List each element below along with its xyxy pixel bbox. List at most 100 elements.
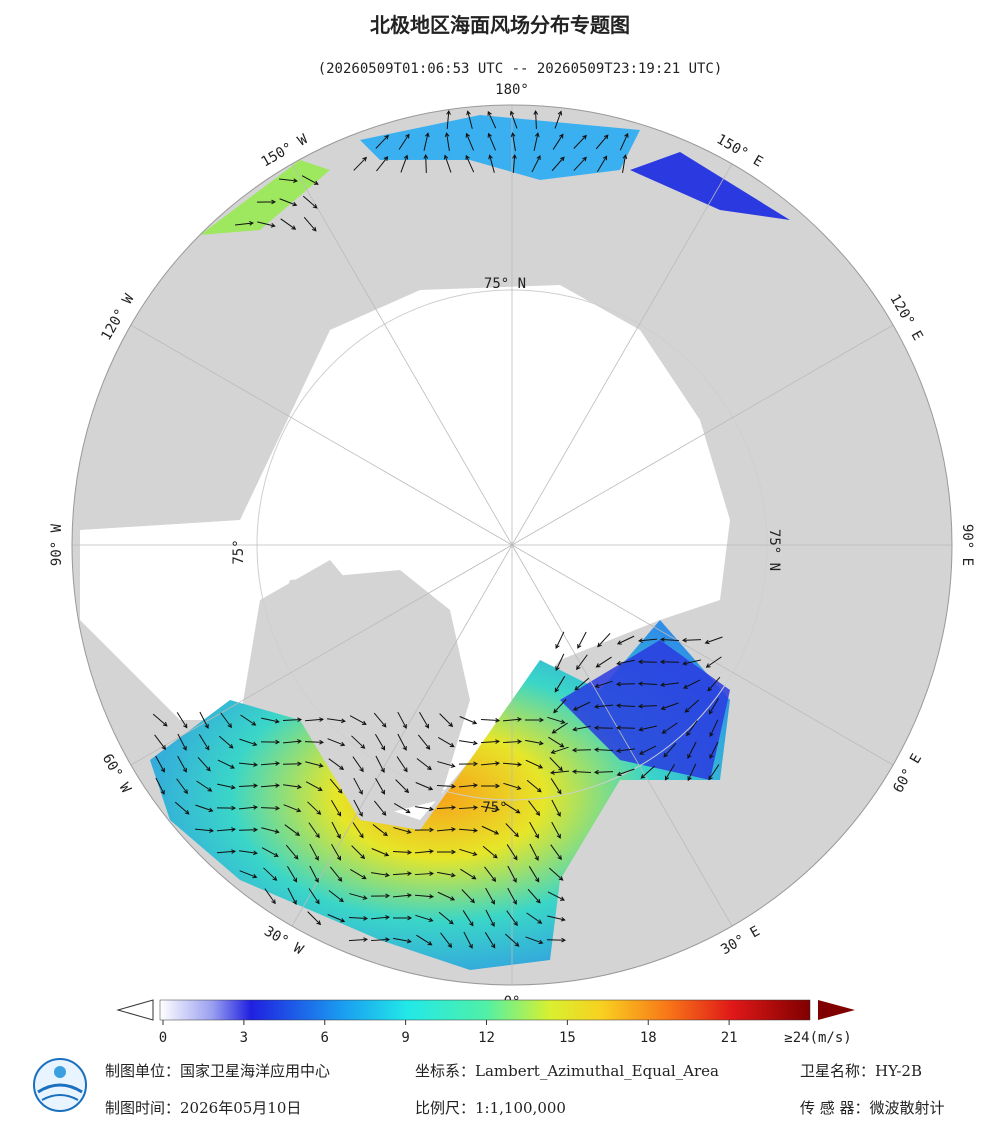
wind-arrow: [459, 740, 478, 746]
wind-arrow: [436, 827, 456, 832]
wind-arrow: [280, 218, 297, 230]
wind-arrow: [217, 759, 236, 769]
wind-arrow: [239, 738, 258, 747]
wind-arrow: [279, 198, 298, 207]
wind-arrow: [303, 216, 317, 232]
footer-item: 比例尺：1:1,100,000: [415, 1097, 566, 1118]
wind-arrow: [546, 937, 567, 943]
wind-arrow: [552, 133, 564, 150]
footer-label: 比例尺：: [415, 1099, 476, 1117]
wind-arrow: [349, 715, 367, 725]
wind-arrow: [328, 890, 344, 903]
colorbar-max-label: ≥24(m/s): [784, 1030, 851, 1046]
wind-arrow: [370, 915, 390, 920]
wind-arrow: [301, 175, 319, 185]
wind-arrow: [174, 801, 190, 815]
wind-arrow: [526, 912, 543, 924]
wind-arrow: [555, 653, 565, 672]
meridian: [130, 324, 513, 546]
colorbar-tick-label: 18: [640, 1030, 657, 1046]
wind-arrow: [502, 739, 523, 744]
footer-label: 坐标系：: [415, 1062, 476, 1080]
latitude-label: 75°: [482, 800, 507, 816]
wind-arrow: [352, 756, 364, 773]
meridian: [291, 163, 513, 546]
wind-arrow: [414, 849, 434, 854]
wind-arrow: [682, 659, 701, 666]
wind-arrow: [436, 783, 457, 789]
wind-arrow: [547, 915, 566, 922]
meridian: [511, 324, 894, 546]
meridian: [130, 544, 513, 766]
wind-arrow: [393, 802, 411, 814]
wind-arrow: [397, 711, 407, 729]
wind-arrow: [503, 782, 522, 790]
wind-arrow: [572, 725, 591, 732]
wind-arrow: [220, 712, 232, 729]
wind-arrow: [619, 132, 629, 151]
wind-arrow: [509, 110, 518, 129]
wind-arrow: [348, 937, 369, 942]
wind-arrow: [484, 866, 497, 882]
wind-arrow: [660, 702, 679, 711]
wind-arrow: [392, 915, 413, 921]
wind-arrow: [615, 681, 636, 687]
wind-arrow: [525, 936, 544, 945]
wind-arrow: [573, 134, 587, 149]
wind-arrow: [524, 717, 545, 723]
wind-arrow: [446, 109, 451, 130]
footer-value: 1:1,100,000: [475, 1099, 566, 1117]
wind-arrow: [287, 887, 297, 905]
wind-arrow: [376, 156, 389, 172]
wind-arrow: [637, 659, 658, 665]
wind-arrow: [529, 843, 539, 861]
wind-arrow: [480, 761, 500, 766]
wind-arrow: [194, 828, 214, 833]
wind-arrow: [307, 911, 322, 926]
wind-arrow: [414, 871, 435, 876]
wind-arrow: [195, 804, 214, 813]
wind-arrow: [260, 739, 281, 745]
wind-arrow: [659, 637, 680, 643]
wind-arrow: [487, 110, 497, 129]
latitude-label: 75° N: [766, 529, 782, 571]
wind-arrow: [510, 132, 516, 151]
wind-arrow: [260, 761, 281, 766]
wind-arrow: [261, 717, 280, 724]
wind-arrow: [256, 199, 277, 205]
wind-arrow: [573, 156, 587, 171]
wind-arrow: [235, 220, 254, 226]
footer-label: 制图时间：: [105, 1099, 181, 1117]
wind-arrow: [708, 697, 719, 715]
wind-arrow: [615, 703, 636, 709]
wind-arrow: [597, 633, 611, 648]
pacific-wind-west: [200, 160, 330, 235]
wind-arrow: [571, 747, 592, 753]
wind-arrow: [419, 711, 430, 729]
wind-arrow: [373, 712, 387, 728]
colorbar-tick-label: 3: [240, 1030, 248, 1046]
wind-arrow: [261, 827, 280, 834]
wind-arrow: [176, 712, 188, 729]
wind-arrow: [329, 866, 343, 882]
wind-arrow: [533, 132, 540, 151]
wind-arrow: [595, 656, 612, 668]
wind-arrows: [152, 109, 723, 949]
wind-arrow: [460, 868, 477, 880]
wind-arrow: [416, 934, 433, 946]
wind-arrow: [370, 893, 391, 899]
wind-arrow: [502, 762, 523, 767]
wind-arrow: [551, 156, 565, 172]
wind-arrow: [152, 713, 168, 727]
wind-arrow: [485, 887, 495, 905]
wind-arrow: [707, 676, 721, 692]
wind-arrow: [504, 802, 521, 814]
wind-arrow: [638, 638, 658, 643]
footer-value: 2026年05月10日: [180, 1099, 302, 1117]
wind-arrow: [416, 758, 432, 771]
wind-arrow: [659, 659, 680, 665]
wind-arrow: [282, 717, 303, 723]
wind-arrow: [309, 843, 319, 861]
wind-arrow: [443, 154, 452, 173]
footer-item: 传 感 器：微波散射计: [800, 1097, 945, 1118]
